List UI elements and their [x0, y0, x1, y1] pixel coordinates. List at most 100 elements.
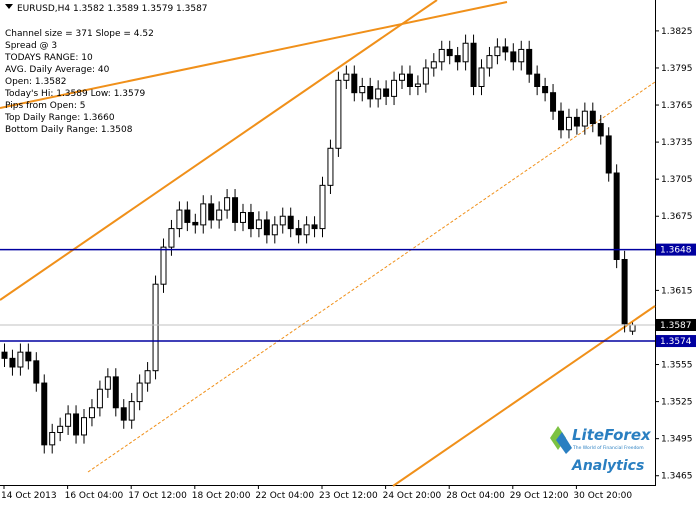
candle-body: [112, 376, 119, 409]
y-tick-label: 1.3825: [661, 27, 693, 37]
candle-body: [558, 110, 564, 131]
candle-body: [462, 42, 469, 63]
candle-body: [295, 228, 302, 236]
logo-text: LiteForex: [572, 426, 652, 444]
candle-body: [534, 73, 541, 87]
candle-body: [263, 219, 270, 236]
candle-body: [120, 407, 127, 421]
candle-body: [621, 258, 628, 325]
candle-body: [367, 85, 374, 100]
annotation: AVG. Daily Average: 40: [5, 65, 110, 75]
candle-body: [176, 209, 183, 230]
candle-body: [526, 48, 533, 75]
candle-body: [351, 73, 358, 94]
candle-body: [271, 224, 278, 236]
candle-body: [518, 48, 525, 63]
x-tick-label: 24 Oct 20:00: [383, 491, 442, 501]
y-tick-label: 1.3735: [661, 138, 693, 148]
y-tick-label: 1.3615: [661, 286, 693, 296]
trend-line: [0, 1, 508, 109]
candle-body: [470, 42, 477, 87]
annotation: Today's Hi: 1.3589 Low: 1.3579: [4, 89, 145, 99]
candle-body: [303, 224, 310, 236]
candle-body: [136, 382, 143, 403]
logo-bg: [546, 422, 646, 477]
candle-body: [160, 246, 167, 285]
candle-body: [478, 67, 485, 87]
candle-body: [399, 73, 405, 81]
candle-body: [279, 215, 286, 226]
candle-body: [232, 197, 239, 223]
candle-body: [446, 48, 453, 57]
candle-body: [454, 55, 461, 63]
candle-body: [88, 407, 95, 419]
candle-body: [57, 425, 64, 433]
candle-body: [589, 110, 596, 125]
candle-body: [383, 88, 390, 97]
x-tick-label: 30 Oct 20:00: [573, 491, 632, 501]
candle-body: [144, 370, 151, 384]
candle-body: [9, 357, 16, 368]
candle-body: [375, 88, 382, 100]
x-tick-label: 14 Oct 2013: [1, 491, 57, 501]
y-tick-label: 1.3525: [661, 398, 693, 408]
candle-body: [605, 135, 612, 174]
candle-body: [81, 417, 87, 436]
candle-body: [573, 116, 580, 127]
candle-body: [41, 382, 48, 446]
annotation: Pips from Open: 5: [5, 101, 85, 111]
candle-body: [255, 219, 262, 230]
annotation: TODAYS RANGE: 10: [4, 53, 93, 63]
logo-tagline: The World of Financial Freedom: [572, 445, 644, 451]
candle-body: [73, 413, 80, 436]
candle-body: [414, 83, 421, 87]
candle-body: [200, 203, 207, 226]
candle-body: [565, 116, 572, 131]
candle-body: [17, 351, 24, 368]
candle-body: [581, 110, 588, 127]
candle-body: [319, 184, 326, 230]
candle-body: [613, 172, 620, 260]
chart-title: EURUSD,H4 1.3582 1.3589 1.3579 1.3587: [17, 4, 208, 14]
candle-body: [192, 221, 199, 226]
candle-body: [33, 360, 40, 384]
candle-body: [629, 324, 636, 332]
candle-body: [335, 79, 342, 149]
candle-body: [406, 73, 413, 87]
candle-body: [343, 73, 350, 81]
candle-body: [597, 123, 604, 137]
price-label-box: [656, 335, 696, 348]
candle-body: [542, 85, 549, 94]
candle-body: [391, 79, 398, 97]
y-tick-label: 1.3465: [661, 472, 693, 482]
annotations: Channel size = 371 Slope = 4.52 Spread @…: [4, 29, 154, 135]
candle-body: [168, 228, 175, 248]
candle-body: [224, 197, 231, 211]
x-tick-label: 28 Oct 04:00: [446, 491, 505, 501]
candle-body: [49, 431, 56, 446]
candle-body: [510, 51, 517, 63]
logo: LiteForex The World of Financial Freedom…: [546, 422, 652, 477]
plot: [1, 34, 636, 454]
trend-line: [392, 305, 656, 487]
candle-body: [1, 351, 8, 359]
candle-body: [208, 203, 215, 221]
x-tick-label: 29 Oct 12:00: [510, 491, 569, 501]
annotation: Open: 1.3582: [5, 77, 66, 87]
current-price-box: [656, 318, 696, 331]
candle-body: [550, 92, 557, 112]
candle-body: [422, 67, 429, 85]
x-tick-label: 23 Oct 12:00: [319, 491, 378, 501]
x-tick-label: 16 Oct 04:00: [65, 491, 124, 501]
annotation: Spread @ 3: [5, 41, 57, 51]
candle-body: [247, 212, 254, 230]
annotation: Channel size = 371 Slope = 4.52: [5, 29, 154, 39]
logo-sub: Analytics: [571, 458, 644, 474]
price-label-box: [656, 243, 696, 256]
annotation: Top Daily Range: 1.3660: [4, 113, 115, 123]
price-label: 1.3574: [660, 337, 692, 347]
candle-body: [311, 224, 318, 230]
logo-icon: [556, 432, 572, 454]
y-tick-label: 1.3705: [661, 175, 693, 185]
